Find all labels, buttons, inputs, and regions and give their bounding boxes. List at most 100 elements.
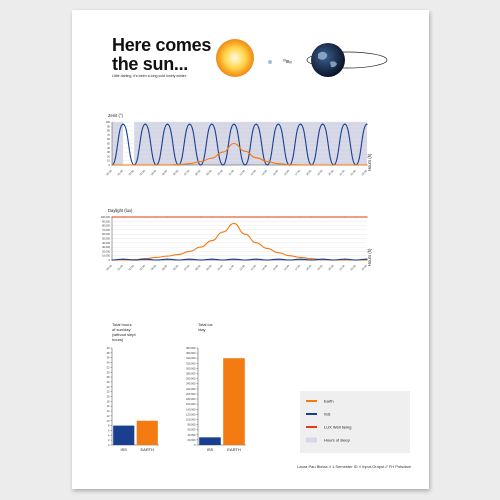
data-point-iss [200, 259, 202, 261]
data-point-lux-well-being [155, 216, 157, 218]
y-tick-label: 34 [107, 361, 110, 365]
x-tick-label: 23:00 [360, 168, 368, 176]
y-tick-label: 10 [107, 159, 110, 163]
data-point-iss [166, 258, 169, 260]
y-tick-label: 24 [107, 385, 110, 389]
data-point-earth [310, 258, 313, 260]
y-tick-label: 70,000 [102, 228, 110, 232]
x-tick-label: 16:00 [283, 263, 291, 271]
satellite-icon [283, 59, 292, 64]
x-axis-title: Hours (h) [367, 248, 372, 266]
y-tick-label: 30,000 [102, 245, 110, 249]
data-point-earth [244, 233, 246, 235]
poster-subtitle: Little darling, it's been a long cold lo… [112, 74, 187, 78]
data-point-lux-well-being [133, 216, 135, 218]
x-tick-label: 17:00 [294, 263, 302, 271]
x-tick-label: 11:00 [227, 263, 235, 271]
legend-label: Earth [324, 398, 334, 403]
data-point-earth [200, 246, 202, 248]
x-tick-label: 15:00 [272, 263, 280, 271]
data-point-lux-well-being [255, 216, 257, 218]
y-tick-label: 0 [109, 163, 111, 167]
y-tick-label: 180,000 [186, 397, 196, 401]
data-point-earth [166, 255, 169, 257]
data-point-lux-well-being [189, 216, 191, 218]
x-tick-label: 10:00 [216, 263, 224, 271]
y-tick-label: 300,000 [186, 366, 196, 370]
data-point-lux-well-being [233, 216, 235, 218]
data-point-iss [166, 123, 169, 125]
x-tick-label: 10:00 [216, 168, 224, 176]
data-point-earth [200, 160, 202, 163]
data-point-earth [366, 164, 368, 166]
series-line-iss [111, 258, 368, 261]
x-tick-label: 21:00 [338, 168, 346, 176]
series-line-iss [111, 123, 368, 166]
data-point-iss [233, 258, 235, 260]
bar-chart-title: Total hours [112, 322, 132, 327]
data-point-lux-well-being [310, 216, 313, 218]
y-tick-label: 120,000 [186, 412, 196, 416]
y-tick-label: 90,000 [102, 219, 110, 223]
x-tick-label: 18:00 [305, 263, 313, 271]
data-point-iss [233, 123, 235, 125]
y-tick-label: 80,000 [188, 423, 196, 427]
data-point-iss [355, 259, 357, 261]
data-point-lux-well-being [277, 216, 279, 218]
moon-icon [268, 60, 272, 64]
poster: Here comes the sun... Little darling, it… [72, 10, 429, 489]
data-point-earth [222, 231, 224, 233]
y-tick-label: 32 [107, 365, 110, 369]
y-tick-label: 16 [107, 404, 110, 408]
data-point-earth [222, 151, 224, 153]
data-point-iss [299, 258, 302, 260]
data-point-earth [211, 157, 213, 159]
data-point-iss [344, 123, 346, 125]
y-tick-label: 40 [107, 346, 110, 350]
legend-label: LUX Well being [324, 424, 352, 429]
data-point-iss [144, 258, 146, 260]
x-tick-label: 15:00 [272, 168, 280, 176]
x-tick-label: 23:00 [360, 263, 368, 271]
legend-label: ISS [324, 411, 331, 416]
data-point-iss [189, 258, 191, 260]
y-tick-label: 30 [107, 150, 110, 154]
data-point-earth [277, 252, 279, 254]
x-tick-label: 04:00 [150, 263, 158, 271]
y-tick-label: 0 [194, 443, 196, 447]
data-point-lux-well-being [344, 216, 346, 218]
x-tick-label: 14:00 [260, 263, 268, 271]
bar-chart-title: of sun/day [112, 327, 130, 332]
y-tick-label: 80,000 [102, 224, 110, 228]
y-tick-label: 14 [107, 409, 110, 413]
y-tick-label: 360,000 [186, 351, 196, 355]
data-point-iss [255, 258, 257, 260]
footer-credit: Laura Pau Bielas // 1.Semester ID // Inp… [297, 464, 411, 469]
bar-chart-title: (without slept [112, 332, 136, 337]
x-tick-label: 08:00 [194, 168, 202, 176]
y-tick-label: 40,000 [188, 433, 196, 437]
y-tick-label: 50 [107, 142, 110, 146]
y-tick-label: 10,000 [102, 254, 110, 258]
data-point-lux-well-being [366, 216, 368, 218]
y-tick-label: 10 [107, 419, 110, 423]
data-point-iss [155, 259, 157, 261]
bar-category-label: EARTH [141, 447, 155, 452]
y-tick-label: 70 [107, 133, 110, 137]
y-tick-label: 18 [107, 399, 110, 403]
x-tick-label: 01:00 [116, 168, 124, 176]
data-point-iss [344, 258, 346, 260]
y-tick-label: 240,000 [186, 382, 196, 386]
bar-earth [136, 420, 158, 445]
data-point-iss [211, 123, 213, 125]
y-tick-label: 20,000 [102, 249, 110, 253]
data-point-earth [111, 164, 113, 166]
y-tick-label: 50,000 [102, 237, 110, 241]
y-tick-label: 8 [108, 424, 110, 428]
data-point-earth [189, 163, 191, 165]
data-point-iss [177, 259, 180, 261]
y-tick-label: 20 [107, 395, 110, 399]
y-tick-label: 90 [107, 124, 110, 128]
y-tick-label: 12 [107, 414, 110, 418]
